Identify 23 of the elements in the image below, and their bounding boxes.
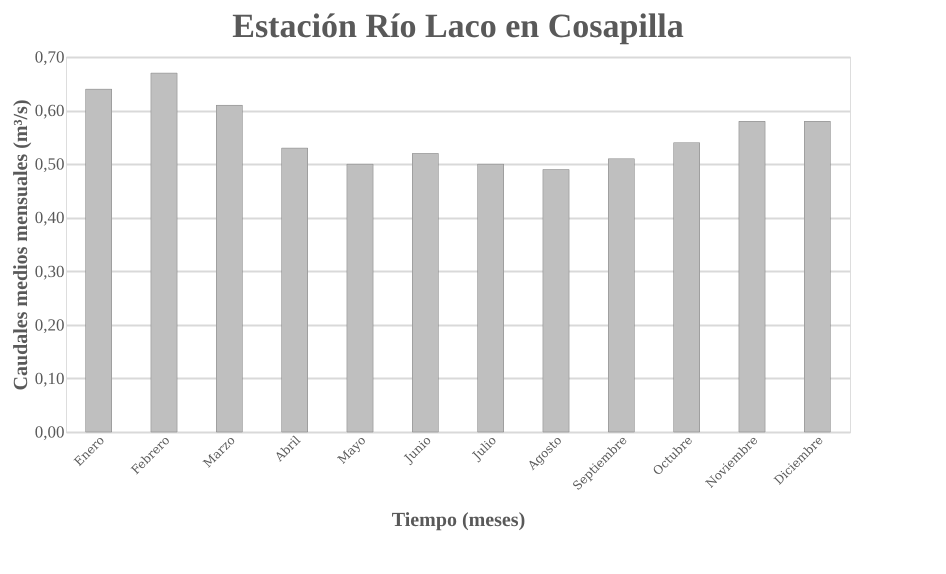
bar [738, 121, 766, 432]
bar [412, 153, 439, 432]
y-tick-label: 0,10 [34, 368, 64, 388]
chart-title: Estación Río Laco en Cosapilla [232, 8, 684, 45]
bar [85, 88, 112, 432]
bar [150, 72, 178, 432]
y-tick-label: 0,60 [34, 101, 64, 120]
y-tick-label: 0,70 [34, 48, 64, 66]
y-tick-label: 0,20 [34, 315, 64, 334]
bar [673, 142, 700, 432]
x-axis-title: Tiempo (meses) [392, 509, 526, 532]
y-tick-label: 0,30 [34, 262, 64, 281]
bar [542, 169, 570, 432]
y-tick-label: 0,40 [34, 208, 64, 228]
bar [216, 104, 243, 432]
bar [281, 148, 308, 432]
y-tick-label: 0,50 [34, 154, 64, 174]
bar [804, 121, 831, 432]
bar [477, 164, 504, 432]
y-tick-label: 0,00 [34, 422, 64, 442]
bar [346, 164, 374, 432]
y-axis-title: Caudales medios mensuales (m³/s) [10, 99, 32, 391]
bar [608, 158, 635, 432]
